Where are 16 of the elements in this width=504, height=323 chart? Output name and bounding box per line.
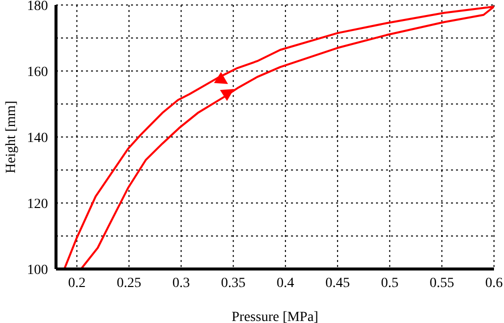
y-tick-label: 140 [27,130,48,146]
y-tick-label: 160 [27,64,48,80]
y-axis-title: Height [mm] [4,100,19,174]
y-tick-label: 100 [27,262,48,278]
y-tick-label: 120 [27,196,48,212]
x-tick-label: 0.4 [276,276,294,291]
x-tick-label: 0.55 [430,276,454,291]
x-tick-label: 0.2 [68,276,86,291]
x-tick-label: 0.3 [172,276,190,291]
x-tick-label: 0.45 [325,276,350,291]
x-tick-label: 0.5 [380,276,398,291]
x-tick-label: 0.6 [485,276,503,291]
x-tick-label: 0.25 [116,276,142,291]
x-tick-label: 0.35 [221,276,246,291]
x-axis-title: Pressure [MPa] [232,310,318,323]
y-tick-label: 180 [27,0,48,14]
